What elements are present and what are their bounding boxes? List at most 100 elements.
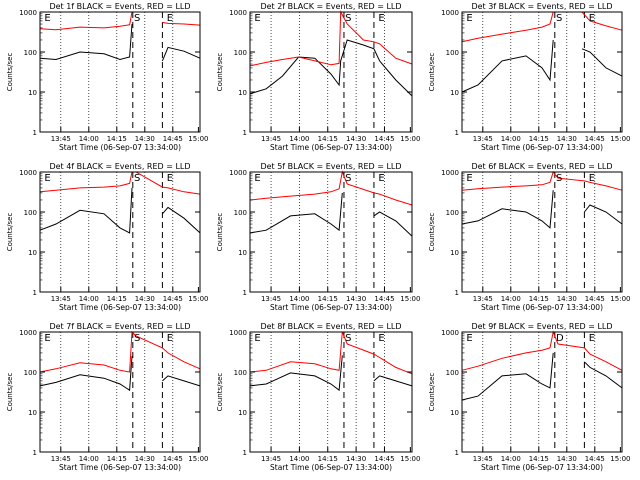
- y-tick-label: 1: [243, 129, 247, 137]
- y-tick-label: 10: [238, 89, 247, 97]
- y-axis-label: Counts/sec: [428, 373, 436, 412]
- x-tick-label: 14:30: [135, 135, 155, 143]
- x-tick-label: 14:45: [585, 455, 605, 463]
- x-tick-label: 15:00: [188, 135, 208, 143]
- x-tick-label: 14:30: [557, 455, 577, 463]
- x-tick-label: 14:00: [79, 135, 99, 143]
- detector-panel: Det 4f BLACK = Events, RED = LLD 1 10 100 10…: [6, 162, 208, 312]
- x-tick-label: 14:00: [289, 135, 309, 143]
- series-line: [461, 352, 623, 401]
- x-tick-label: 14:30: [346, 295, 366, 303]
- x-tick-label: 14:45: [163, 135, 183, 143]
- x-tick-label: 15:00: [400, 295, 420, 303]
- y-tick-label: 1: [455, 449, 459, 457]
- event-marker-label: S: [556, 173, 562, 184]
- plot-frame: [249, 11, 413, 133]
- plot-frame: [39, 331, 201, 453]
- panel-title: Det 6f BLACK = Events, RED = LLD: [471, 162, 612, 171]
- y-tick-label: 1: [243, 289, 247, 297]
- event-marker-label: S: [345, 13, 351, 24]
- x-tick-label: 13:45: [51, 135, 71, 143]
- event-marker-label: E: [167, 13, 173, 24]
- x-tick-label: 13:45: [473, 135, 493, 143]
- x-tick-label: 14:45: [374, 295, 394, 303]
- event-marker-label: E: [378, 173, 384, 184]
- event-marker-label: E: [44, 333, 50, 344]
- plot-frame: [39, 171, 201, 293]
- x-tick-label: 15:00: [188, 455, 208, 463]
- x-tick-label: 14:00: [501, 295, 521, 303]
- y-tick-label: 1: [455, 129, 459, 137]
- y-axis-label: Counts/sec: [6, 373, 14, 412]
- y-tick-label: 1000: [19, 9, 37, 17]
- y-tick-label: 1: [243, 449, 247, 457]
- x-axis-label: Start Time (06-Sep-07 13:34:00): [59, 463, 181, 472]
- y-tick-label: 1000: [441, 9, 459, 17]
- series-line: [249, 355, 413, 392]
- plot-frame: [461, 11, 623, 133]
- plot-frame: [249, 171, 413, 293]
- x-tick-label: 14:15: [318, 295, 338, 303]
- x-tick-label: 14:30: [557, 135, 577, 143]
- y-tick-label: 10: [450, 89, 459, 97]
- x-tick-label: 13:45: [51, 295, 71, 303]
- event-marker-label: E: [466, 13, 472, 24]
- x-tick-label: 15:00: [188, 295, 208, 303]
- x-tick-label: 14:15: [529, 135, 549, 143]
- y-tick-label: 100: [24, 209, 37, 217]
- event-marker-label: S: [345, 173, 351, 184]
- x-tick-label: 13:45: [261, 455, 281, 463]
- event-marker-label: E: [254, 333, 260, 344]
- y-tick-label: 100: [234, 369, 247, 377]
- x-axis-label: Start Time (06-Sep-07 13:34:00): [481, 463, 603, 472]
- x-tick-label: 15:00: [400, 135, 420, 143]
- x-tick-label: 14:15: [107, 135, 127, 143]
- x-tick-label: 14:00: [289, 295, 309, 303]
- x-tick-label: 14:15: [107, 455, 127, 463]
- event-marker-label: E: [589, 333, 595, 344]
- series-line: [249, 331, 413, 375]
- x-tick-label: 14:15: [529, 295, 549, 303]
- detector-panel: Det 7f BLACK = Events, RED = LLD 1 10 100 10…: [6, 322, 208, 472]
- detector-panel: Det 2f BLACK = Events, RED = LLD 1 10 100 10…: [216, 2, 420, 152]
- y-tick-label: 1: [33, 449, 37, 457]
- event-marker-label: E: [378, 333, 384, 344]
- event-marker-label: E: [589, 13, 595, 24]
- event-marker-label: E: [254, 173, 260, 184]
- x-tick-label: 14:30: [346, 135, 366, 143]
- y-tick-label: 100: [446, 369, 459, 377]
- x-tick-label: 15:00: [400, 455, 420, 463]
- event-marker-label: E: [167, 333, 173, 344]
- detector-panel: Det 3f BLACK = Events, RED = LLD 1 10 100 10…: [428, 2, 630, 152]
- event-marker-label: E: [44, 13, 50, 24]
- y-tick-label: 1: [33, 129, 37, 137]
- x-tick-label: 14:30: [135, 295, 155, 303]
- series-line: [461, 39, 623, 93]
- y-tick-label: 10: [450, 249, 459, 257]
- y-tick-label: 10: [450, 409, 459, 417]
- series-line: [461, 170, 623, 191]
- x-tick-label: 13:45: [473, 455, 493, 463]
- event-marker-label: D: [556, 333, 564, 344]
- x-tick-label: 15:00: [610, 455, 630, 463]
- x-tick-label: 15:00: [610, 295, 630, 303]
- event-marker-label: E: [44, 173, 50, 184]
- x-tick-label: 14:45: [163, 455, 183, 463]
- panel-title: Det 5f BLACK = Events, RED = LLD: [260, 162, 401, 171]
- series-line: [249, 39, 413, 97]
- x-tick-label: 14:15: [318, 455, 338, 463]
- x-tick-label: 14:45: [374, 455, 394, 463]
- y-tick-label: 100: [234, 209, 247, 217]
- x-axis-label: Start Time (06-Sep-07 13:34:00): [270, 143, 392, 152]
- x-tick-label: 14:00: [79, 295, 99, 303]
- series-line: [249, 192, 413, 237]
- panel-title: Det 9f BLACK = Events, RED = LLD: [471, 322, 612, 331]
- y-tick-label: 100: [234, 49, 247, 57]
- y-tick-label: 1: [455, 289, 459, 297]
- event-marker-label: S: [345, 333, 351, 344]
- x-axis-label: Start Time (06-Sep-07 13:34:00): [270, 463, 392, 472]
- series-line: [39, 330, 201, 373]
- x-tick-label: 14:15: [529, 455, 549, 463]
- plot-frame: [39, 11, 201, 133]
- event-marker-label: E: [589, 173, 595, 184]
